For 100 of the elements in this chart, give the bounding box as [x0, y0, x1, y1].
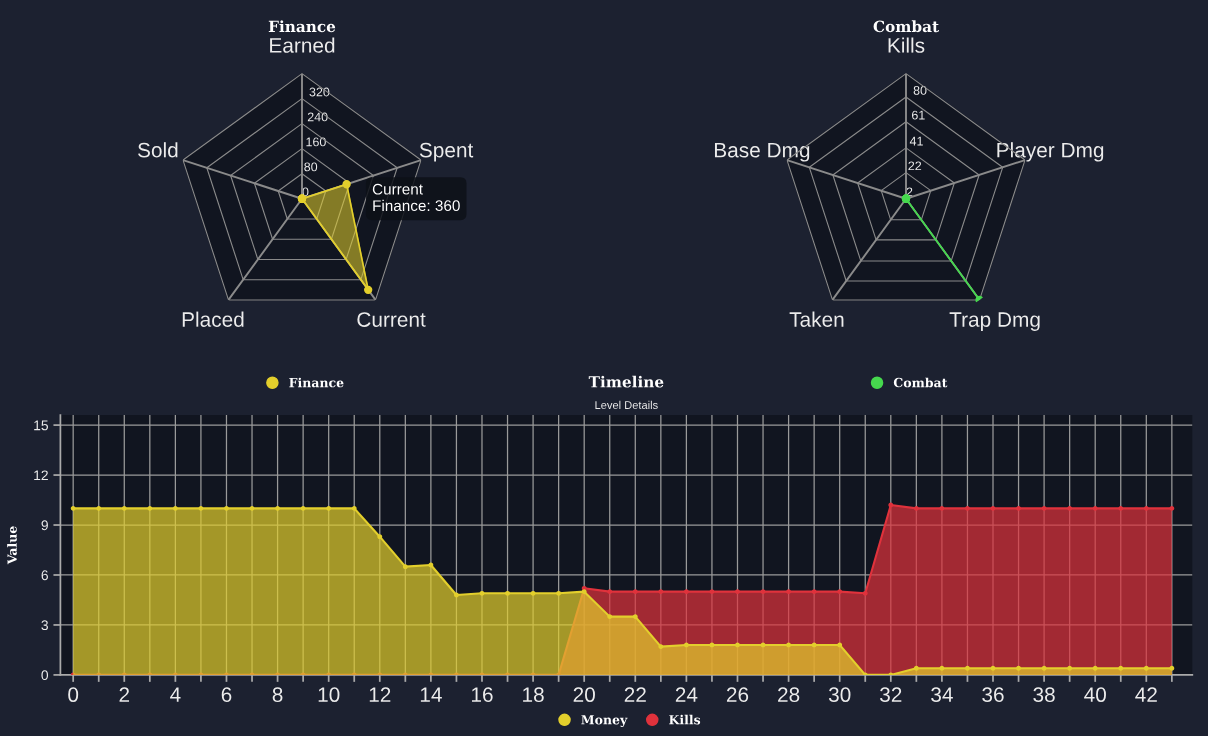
point	[913, 665, 919, 671]
point	[658, 589, 664, 595]
chart-title: Finance	[268, 20, 336, 33]
x-tick-label: 14	[420, 687, 442, 702]
point	[275, 505, 281, 511]
legend-label: Finance	[289, 377, 344, 388]
point	[1169, 505, 1175, 511]
y-tick-label: 61	[912, 110, 925, 120]
y-tick-label: 3	[41, 620, 48, 631]
point	[1118, 665, 1124, 671]
point	[760, 589, 766, 595]
point	[96, 505, 102, 511]
x-tick-label: 20	[573, 687, 595, 703]
x-tick-label: 8	[272, 687, 283, 703]
point	[454, 592, 459, 598]
legend-label: Combat	[893, 377, 948, 388]
point	[224, 505, 229, 511]
y-tick-label: 9	[41, 520, 48, 531]
point	[121, 505, 127, 511]
y-tick-label: 240	[307, 112, 328, 122]
point	[760, 642, 766, 648]
spoke-label: Sold	[138, 142, 178, 158]
x-tick-label: 2	[119, 687, 130, 702]
point	[683, 642, 689, 648]
legend-label: Money	[581, 715, 628, 728]
spoke-label: Kills	[888, 37, 925, 53]
legend-label: Kills	[669, 714, 701, 725]
x-tick-label: 38	[1033, 687, 1055, 703]
y-axis-title: Value	[7, 526, 17, 565]
point	[658, 644, 664, 650]
point	[888, 502, 894, 508]
point	[811, 589, 817, 595]
y-tick-label: 0	[302, 187, 309, 197]
spoke-label: Taken	[789, 311, 844, 327]
spoke-label: Earned	[270, 37, 335, 53]
chart-title: Combat	[873, 20, 939, 33]
y-tick-label: 15	[34, 420, 49, 431]
point	[607, 589, 613, 595]
point	[581, 589, 587, 595]
x-tick-label: 28	[778, 687, 800, 703]
point	[709, 589, 715, 595]
point	[990, 665, 996, 671]
spoke-label: Spent	[419, 142, 474, 162]
point	[965, 665, 970, 671]
x-tick-label: 34	[931, 687, 953, 703]
x-tick-label: 22	[624, 687, 646, 702]
point	[735, 642, 740, 648]
y-tick-label: 12	[34, 470, 48, 481]
point	[402, 564, 408, 570]
x-tick-label: 42	[1135, 687, 1157, 702]
point	[1067, 665, 1073, 671]
point	[965, 505, 970, 511]
point	[913, 505, 919, 511]
x-tick-label: 10	[318, 687, 340, 703]
point	[939, 505, 945, 511]
y-tick-label: 22	[908, 161, 922, 171]
x-tick-label: 32	[880, 687, 902, 703]
point	[300, 505, 306, 511]
point	[1016, 665, 1021, 671]
point	[632, 589, 638, 595]
x-tick-label: 26	[726, 687, 749, 703]
x-tick-label: 6	[221, 687, 232, 703]
point	[1118, 505, 1124, 511]
y-tick-label: 160	[306, 137, 326, 147]
x-tick-label: 16	[471, 687, 493, 703]
point	[1041, 505, 1047, 511]
point	[837, 589, 843, 595]
chart-subtitle: Level Details	[595, 400, 658, 410]
point	[939, 665, 945, 671]
point	[1092, 505, 1098, 511]
spoke-label: Trap Dmg	[949, 312, 1040, 331]
point	[811, 642, 817, 648]
x-tick-label: 18	[523, 687, 544, 703]
point	[837, 642, 843, 648]
point	[862, 590, 868, 596]
point	[709, 642, 715, 648]
spoke-label: Current	[357, 312, 426, 327]
point	[786, 642, 792, 648]
point	[1041, 665, 1047, 671]
point	[377, 534, 383, 540]
x-tick-label: 30	[828, 687, 851, 703]
x-tick-label: 24	[675, 687, 698, 702]
point	[1092, 665, 1098, 671]
x-tick-label: 40	[1084, 687, 1106, 703]
point	[1143, 505, 1149, 511]
point	[632, 614, 638, 620]
y-tick-label: 80	[913, 85, 927, 95]
point	[249, 505, 255, 511]
spoke-label: Player Dmg	[997, 142, 1104, 162]
x-tick-label: 12	[369, 687, 391, 702]
point	[505, 590, 510, 596]
y-tick-label: 320	[309, 87, 330, 97]
point	[198, 505, 204, 511]
point	[326, 505, 332, 511]
spoke-label: Placed	[182, 311, 244, 327]
point	[607, 614, 613, 620]
y-tick-label: 0	[41, 670, 49, 681]
x-tick-label: 4	[170, 687, 181, 702]
spoke-label: Base Dmg	[714, 142, 810, 162]
point	[683, 589, 689, 595]
